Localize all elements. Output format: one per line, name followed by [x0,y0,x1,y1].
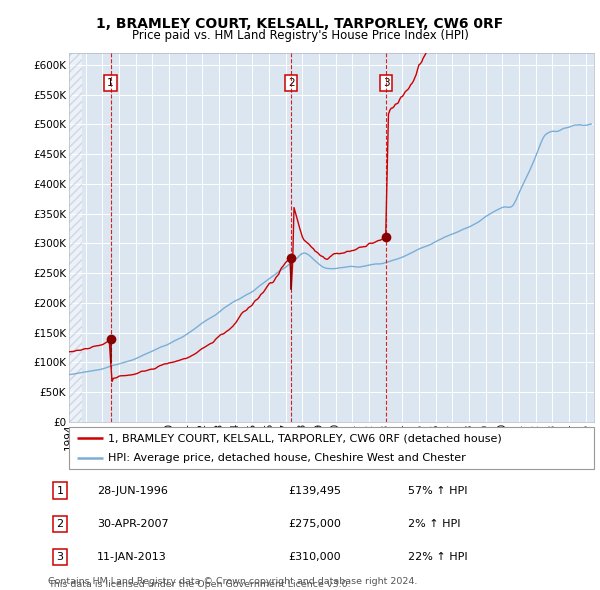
Bar [69,35,82,422]
Text: 1: 1 [107,78,114,88]
Text: 30-APR-2007: 30-APR-2007 [97,519,169,529]
Text: 3: 3 [383,78,389,88]
Text: 57% ↑ HPI: 57% ↑ HPI [409,486,468,496]
Text: 11-JAN-2013: 11-JAN-2013 [97,552,167,562]
Text: 1, BRAMLEY COURT, KELSALL, TARPORLEY, CW6 0RF: 1, BRAMLEY COURT, KELSALL, TARPORLEY, CW… [97,17,503,31]
Text: 3: 3 [56,552,64,562]
Text: 2: 2 [288,78,295,88]
Text: 22% ↑ HPI: 22% ↑ HPI [409,552,468,562]
Text: 1: 1 [56,486,64,496]
Text: This data is licensed under the Open Government Licence v3.0.: This data is licensed under the Open Gov… [48,579,350,589]
Text: 28-JUN-1996: 28-JUN-1996 [97,486,168,496]
Text: £310,000: £310,000 [288,552,341,562]
Text: 1, BRAMLEY COURT, KELSALL, TARPORLEY, CW6 0RF (detached house): 1, BRAMLEY COURT, KELSALL, TARPORLEY, CW… [109,433,502,443]
Text: £139,495: £139,495 [288,486,341,496]
Text: 2% ↑ HPI: 2% ↑ HPI [409,519,461,529]
Text: 2: 2 [56,519,64,529]
Text: £275,000: £275,000 [288,519,341,529]
Text: HPI: Average price, detached house, Cheshire West and Chester: HPI: Average price, detached house, Ches… [109,453,466,463]
FancyBboxPatch shape [69,427,594,469]
Text: Price paid vs. HM Land Registry's House Price Index (HPI): Price paid vs. HM Land Registry's House … [131,30,469,42]
Text: Contains HM Land Registry data © Crown copyright and database right 2024.: Contains HM Land Registry data © Crown c… [48,577,418,586]
